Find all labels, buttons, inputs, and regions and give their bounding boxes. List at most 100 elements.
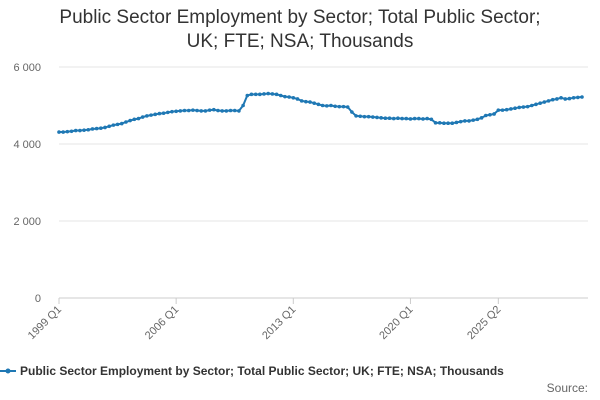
data-point[interactable] — [128, 118, 132, 123]
data-point[interactable] — [521, 105, 526, 109]
data-point[interactable] — [350, 110, 354, 114]
data-point[interactable] — [191, 108, 195, 112]
data-point[interactable] — [542, 100, 547, 104]
data-point[interactable] — [529, 103, 534, 108]
data-point[interactable] — [563, 97, 568, 101]
data-point[interactable] — [304, 99, 308, 104]
data-point[interactable] — [488, 112, 492, 117]
data-point[interactable] — [119, 121, 124, 126]
data-point[interactable] — [107, 124, 112, 129]
data-point[interactable] — [140, 115, 145, 119]
data-point[interactable] — [299, 99, 304, 103]
data-point[interactable] — [320, 103, 325, 108]
data-point[interactable] — [467, 119, 471, 123]
data-point[interactable] — [324, 104, 329, 108]
data-point[interactable] — [161, 111, 166, 115]
data-point[interactable] — [145, 114, 149, 118]
data-point[interactable] — [483, 113, 488, 118]
data-point[interactable] — [65, 129, 70, 134]
data-point[interactable] — [345, 105, 350, 109]
data-point[interactable] — [61, 130, 65, 134]
data-point[interactable] — [199, 109, 204, 113]
data-point[interactable] — [417, 116, 421, 121]
data-point[interactable] — [232, 108, 237, 113]
data-point[interactable] — [136, 116, 141, 121]
data-point[interactable] — [425, 116, 429, 121]
data-point[interactable] — [132, 117, 137, 122]
data-point[interactable] — [475, 117, 480, 122]
data-point[interactable] — [433, 121, 438, 125]
data-point[interactable] — [492, 112, 496, 116]
data-point[interactable] — [354, 114, 358, 118]
data-point[interactable] — [216, 108, 220, 113]
data-point[interactable] — [379, 116, 383, 120]
data-point[interactable] — [316, 102, 321, 107]
data-point[interactable] — [165, 110, 170, 115]
data-point[interactable] — [86, 127, 91, 132]
data-point[interactable] — [555, 97, 559, 101]
data-point[interactable] — [396, 116, 400, 121]
data-point[interactable] — [513, 106, 517, 110]
data-point[interactable] — [124, 120, 128, 124]
data-point[interactable] — [195, 108, 199, 113]
data-point[interactable] — [228, 108, 233, 113]
data-point[interactable] — [312, 101, 317, 105]
data-point[interactable] — [446, 121, 450, 126]
data-point[interactable] — [295, 97, 300, 101]
data-point[interactable] — [362, 114, 367, 119]
data-point[interactable] — [404, 116, 409, 121]
data-point[interactable] — [212, 107, 216, 112]
data-point[interactable] — [258, 92, 262, 97]
data-point[interactable] — [375, 115, 379, 120]
data-point[interactable] — [207, 108, 212, 112]
data-point[interactable] — [458, 119, 463, 124]
data-point[interactable] — [78, 128, 82, 133]
data-point[interactable] — [157, 111, 162, 116]
data-point[interactable] — [69, 129, 74, 134]
data-point[interactable] — [337, 104, 342, 109]
data-point[interactable] — [442, 121, 446, 126]
data-point[interactable] — [538, 101, 542, 105]
data-point[interactable] — [170, 109, 174, 114]
data-point[interactable] — [550, 97, 555, 102]
data-point[interactable] — [479, 116, 484, 120]
data-point[interactable] — [266, 91, 271, 96]
data-point[interactable] — [270, 92, 275, 96]
legend[interactable]: Public Sector Employment by Sector; Tota… — [0, 362, 600, 380]
data-point[interactable] — [241, 103, 245, 108]
data-point[interactable] — [496, 108, 501, 112]
data-point[interactable] — [153, 112, 158, 117]
data-point[interactable] — [429, 117, 434, 122]
data-point[interactable] — [421, 117, 425, 121]
data-point[interactable] — [500, 108, 505, 112]
data-point[interactable] — [504, 107, 509, 112]
data-point[interactable] — [278, 93, 283, 98]
data-point[interactable] — [103, 125, 107, 130]
data-point[interactable] — [245, 93, 250, 98]
data-point[interactable] — [437, 121, 442, 125]
data-point[interactable] — [186, 108, 191, 113]
data-point[interactable] — [249, 92, 254, 97]
data-point[interactable] — [111, 123, 116, 127]
data-point[interactable] — [525, 104, 530, 109]
data-point[interactable] — [580, 95, 584, 99]
data-point[interactable] — [366, 114, 371, 119]
data-point[interactable] — [237, 109, 241, 113]
data-point[interactable] — [408, 117, 413, 121]
data-point[interactable] — [471, 118, 476, 122]
data-point[interactable] — [94, 126, 99, 131]
data-point[interactable] — [576, 95, 580, 100]
data-point[interactable] — [450, 121, 455, 126]
data-point[interactable] — [178, 109, 183, 113]
data-point[interactable] — [387, 116, 392, 121]
data-point[interactable] — [291, 96, 296, 100]
data-point[interactable] — [509, 107, 513, 111]
data-point[interactable] — [454, 120, 459, 125]
data-point[interactable] — [115, 122, 120, 127]
data-point[interactable] — [174, 109, 178, 114]
data-point[interactable] — [571, 96, 576, 100]
data-point[interactable] — [90, 127, 95, 131]
data-point[interactable] — [341, 104, 346, 109]
data-point[interactable] — [329, 103, 333, 108]
data-point[interactable] — [534, 102, 538, 107]
